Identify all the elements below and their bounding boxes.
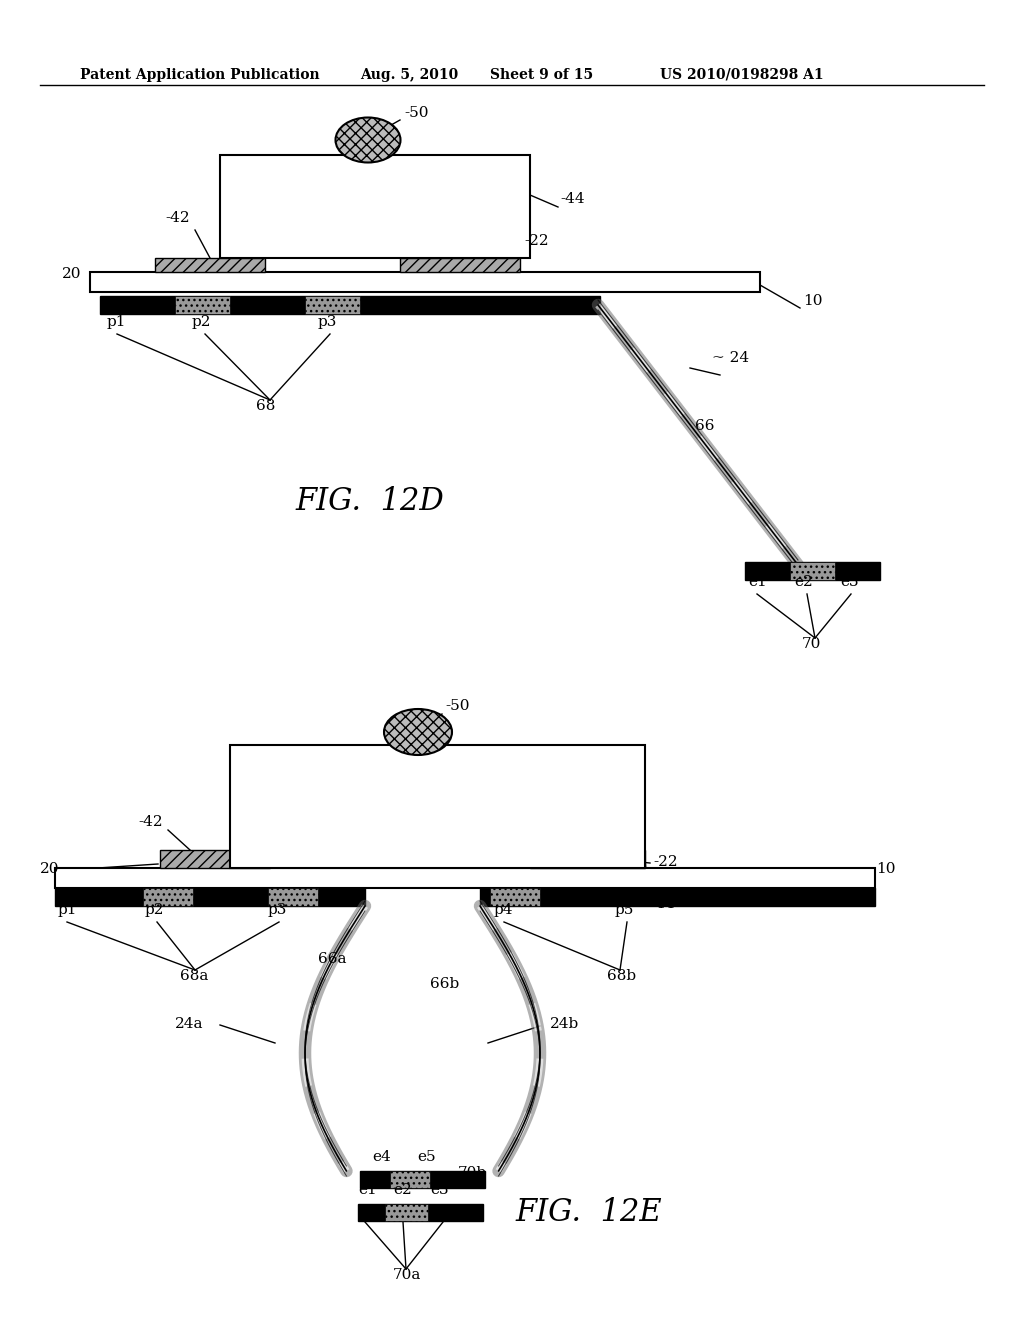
Polygon shape	[390, 1171, 430, 1188]
Polygon shape	[90, 272, 760, 292]
Text: FIG.  12D: FIG. 12D	[295, 486, 443, 517]
Text: -22: -22	[524, 234, 549, 248]
Polygon shape	[360, 1171, 485, 1188]
Text: 20: 20	[40, 862, 59, 876]
Polygon shape	[268, 888, 318, 906]
Text: p1: p1	[58, 903, 78, 917]
Polygon shape	[230, 744, 645, 869]
Polygon shape	[55, 869, 874, 888]
Text: e4: e4	[372, 1150, 391, 1164]
Text: 66b: 66b	[430, 977, 459, 991]
Polygon shape	[55, 888, 365, 906]
Polygon shape	[400, 257, 520, 272]
Text: 10: 10	[876, 862, 896, 876]
Text: -50: -50	[445, 700, 469, 713]
Text: -42: -42	[165, 211, 189, 224]
Text: Aug. 5, 2010: Aug. 5, 2010	[360, 69, 459, 82]
Text: 24a: 24a	[175, 1016, 204, 1031]
Text: 24b: 24b	[550, 1016, 580, 1031]
Text: 68a: 68a	[180, 969, 208, 983]
Text: 70b: 70b	[458, 1166, 487, 1180]
Text: 20: 20	[62, 267, 82, 281]
Text: FIG.  12E: FIG. 12E	[515, 1197, 662, 1228]
Polygon shape	[490, 888, 540, 906]
Polygon shape	[160, 850, 270, 869]
Text: e1: e1	[748, 576, 767, 589]
Text: e3: e3	[430, 1183, 449, 1197]
Text: p1: p1	[106, 315, 127, 329]
Polygon shape	[143, 888, 193, 906]
Text: 66a: 66a	[318, 952, 346, 966]
Text: p2: p2	[193, 315, 212, 329]
Text: Sheet 9 of 15: Sheet 9 of 15	[490, 69, 593, 82]
Polygon shape	[745, 562, 880, 579]
Text: Patent Application Publication: Patent Application Publication	[80, 69, 319, 82]
Text: e5: e5	[417, 1150, 435, 1164]
Polygon shape	[175, 296, 230, 314]
Polygon shape	[530, 850, 645, 869]
Text: -44: -44	[560, 191, 585, 206]
Text: 70: 70	[802, 638, 821, 651]
Text: e2: e2	[794, 576, 813, 589]
Text: US 2010/0198298 A1: US 2010/0198298 A1	[660, 69, 823, 82]
Text: ~ 24: ~ 24	[712, 351, 750, 366]
Text: p3: p3	[318, 315, 337, 329]
Polygon shape	[480, 888, 874, 906]
Text: 68b: 68b	[607, 969, 636, 983]
Text: 68: 68	[256, 399, 275, 413]
Text: e1: e1	[358, 1183, 377, 1197]
Text: p3: p3	[268, 903, 288, 917]
Polygon shape	[220, 154, 530, 257]
Ellipse shape	[384, 709, 452, 755]
Polygon shape	[790, 562, 835, 579]
Text: -22: -22	[653, 855, 678, 869]
Text: p5: p5	[615, 903, 635, 917]
Text: e3: e3	[840, 576, 859, 589]
Ellipse shape	[336, 117, 400, 162]
Polygon shape	[155, 257, 265, 272]
Polygon shape	[305, 296, 360, 314]
Text: 70a: 70a	[393, 1269, 421, 1282]
Polygon shape	[358, 1204, 483, 1221]
Text: e2: e2	[393, 1183, 412, 1197]
Text: -50: -50	[404, 106, 428, 120]
Text: 66: 66	[695, 418, 715, 433]
Text: -42: -42	[138, 814, 163, 829]
Text: -44: -44	[650, 898, 675, 911]
Text: p4: p4	[494, 903, 513, 917]
Polygon shape	[100, 296, 600, 314]
Text: 10: 10	[803, 294, 822, 308]
Text: p2: p2	[145, 903, 165, 917]
Polygon shape	[385, 1204, 428, 1221]
